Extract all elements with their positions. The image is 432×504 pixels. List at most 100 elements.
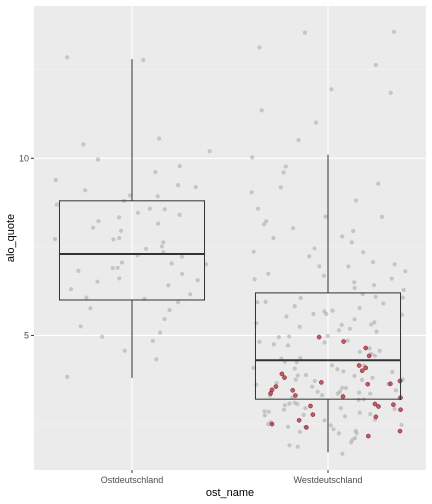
data-point xyxy=(250,155,255,160)
data-point xyxy=(303,372,308,378)
highlighted-point xyxy=(293,393,298,398)
data-point xyxy=(301,412,306,417)
data-point xyxy=(274,380,279,386)
y-tick-label: 10 xyxy=(19,153,29,163)
data-point xyxy=(325,333,330,339)
data-point xyxy=(379,214,385,219)
x-axis-title: ost_name xyxy=(206,487,254,499)
data-point xyxy=(88,306,93,311)
highlighted-point xyxy=(296,417,302,423)
data-point xyxy=(356,397,361,402)
data-point xyxy=(312,246,317,251)
data-point xyxy=(389,276,394,281)
data-point xyxy=(271,236,276,241)
data-point xyxy=(357,410,362,415)
data-point xyxy=(249,190,254,195)
data-point xyxy=(195,278,200,283)
highlighted-point xyxy=(373,414,379,420)
data-point xyxy=(169,261,174,266)
data-point xyxy=(307,254,312,259)
data-point xyxy=(110,266,115,271)
data-point xyxy=(252,277,257,282)
data-point xyxy=(390,369,395,374)
x-axis: Ostdeutschland Westdeutschland xyxy=(101,470,362,485)
data-point xyxy=(352,285,357,290)
highlighted-point xyxy=(366,353,372,359)
data-point xyxy=(293,377,298,382)
data-point xyxy=(310,384,315,389)
data-point xyxy=(91,225,96,230)
data-point xyxy=(84,295,89,300)
data-point xyxy=(255,206,261,211)
data-point xyxy=(257,45,262,50)
data-point xyxy=(251,249,256,254)
data-point xyxy=(352,373,357,378)
data-point xyxy=(287,443,292,448)
data-point xyxy=(100,334,105,339)
data-point xyxy=(369,322,374,327)
data-point xyxy=(147,206,152,211)
data-point xyxy=(329,87,334,92)
highlighted-point xyxy=(363,345,369,351)
data-point xyxy=(368,391,373,396)
data-point xyxy=(331,427,336,432)
data-point xyxy=(157,136,162,141)
data-point xyxy=(357,305,362,310)
data-point xyxy=(400,295,405,300)
data-point xyxy=(177,212,182,217)
data-point xyxy=(287,401,292,406)
highlighted-point xyxy=(318,380,324,385)
data-point xyxy=(119,228,124,233)
data-point xyxy=(354,198,359,203)
data-point xyxy=(340,451,345,456)
data-point xyxy=(322,418,327,423)
data-point xyxy=(312,378,317,384)
highlighted-point xyxy=(356,363,362,368)
data-point xyxy=(352,317,357,322)
data-point xyxy=(340,234,345,239)
data-point xyxy=(298,295,303,301)
highlighted-point xyxy=(398,407,403,413)
data-point xyxy=(95,279,100,284)
data-point xyxy=(143,246,149,251)
data-point xyxy=(403,269,408,274)
data-point xyxy=(276,335,281,340)
data-point xyxy=(155,194,160,199)
data-point xyxy=(193,185,198,190)
data-point xyxy=(321,273,326,278)
data-point xyxy=(69,287,74,292)
data-point xyxy=(162,207,167,212)
data-point xyxy=(167,307,172,313)
data-point xyxy=(166,283,171,288)
data-point xyxy=(261,222,267,227)
x-tick-label: Ostdeutschland xyxy=(101,475,164,485)
data-point xyxy=(150,338,155,343)
highlighted-point xyxy=(340,394,346,399)
data-point xyxy=(373,62,378,68)
data-point xyxy=(392,262,397,267)
data-point xyxy=(296,138,301,143)
data-point xyxy=(297,429,302,434)
data-point xyxy=(353,428,358,433)
y-axis: 5 10 xyxy=(19,153,34,340)
data-point xyxy=(343,386,349,391)
data-point xyxy=(357,349,362,354)
data-point xyxy=(336,328,342,333)
highlighted-point xyxy=(388,381,393,387)
data-point xyxy=(339,322,344,328)
data-point xyxy=(117,276,122,281)
data-point xyxy=(122,348,127,353)
box xyxy=(254,292,402,400)
data-point xyxy=(96,219,101,224)
highlighted-point xyxy=(365,381,371,387)
highlighted-point xyxy=(308,403,313,409)
data-point xyxy=(324,311,329,317)
data-point xyxy=(298,356,303,361)
highlighted-point xyxy=(365,433,371,439)
highlighted-point xyxy=(376,404,381,409)
highlighted-point xyxy=(363,365,369,371)
data-point xyxy=(119,260,125,265)
data-point xyxy=(335,367,340,372)
data-point xyxy=(287,334,292,339)
